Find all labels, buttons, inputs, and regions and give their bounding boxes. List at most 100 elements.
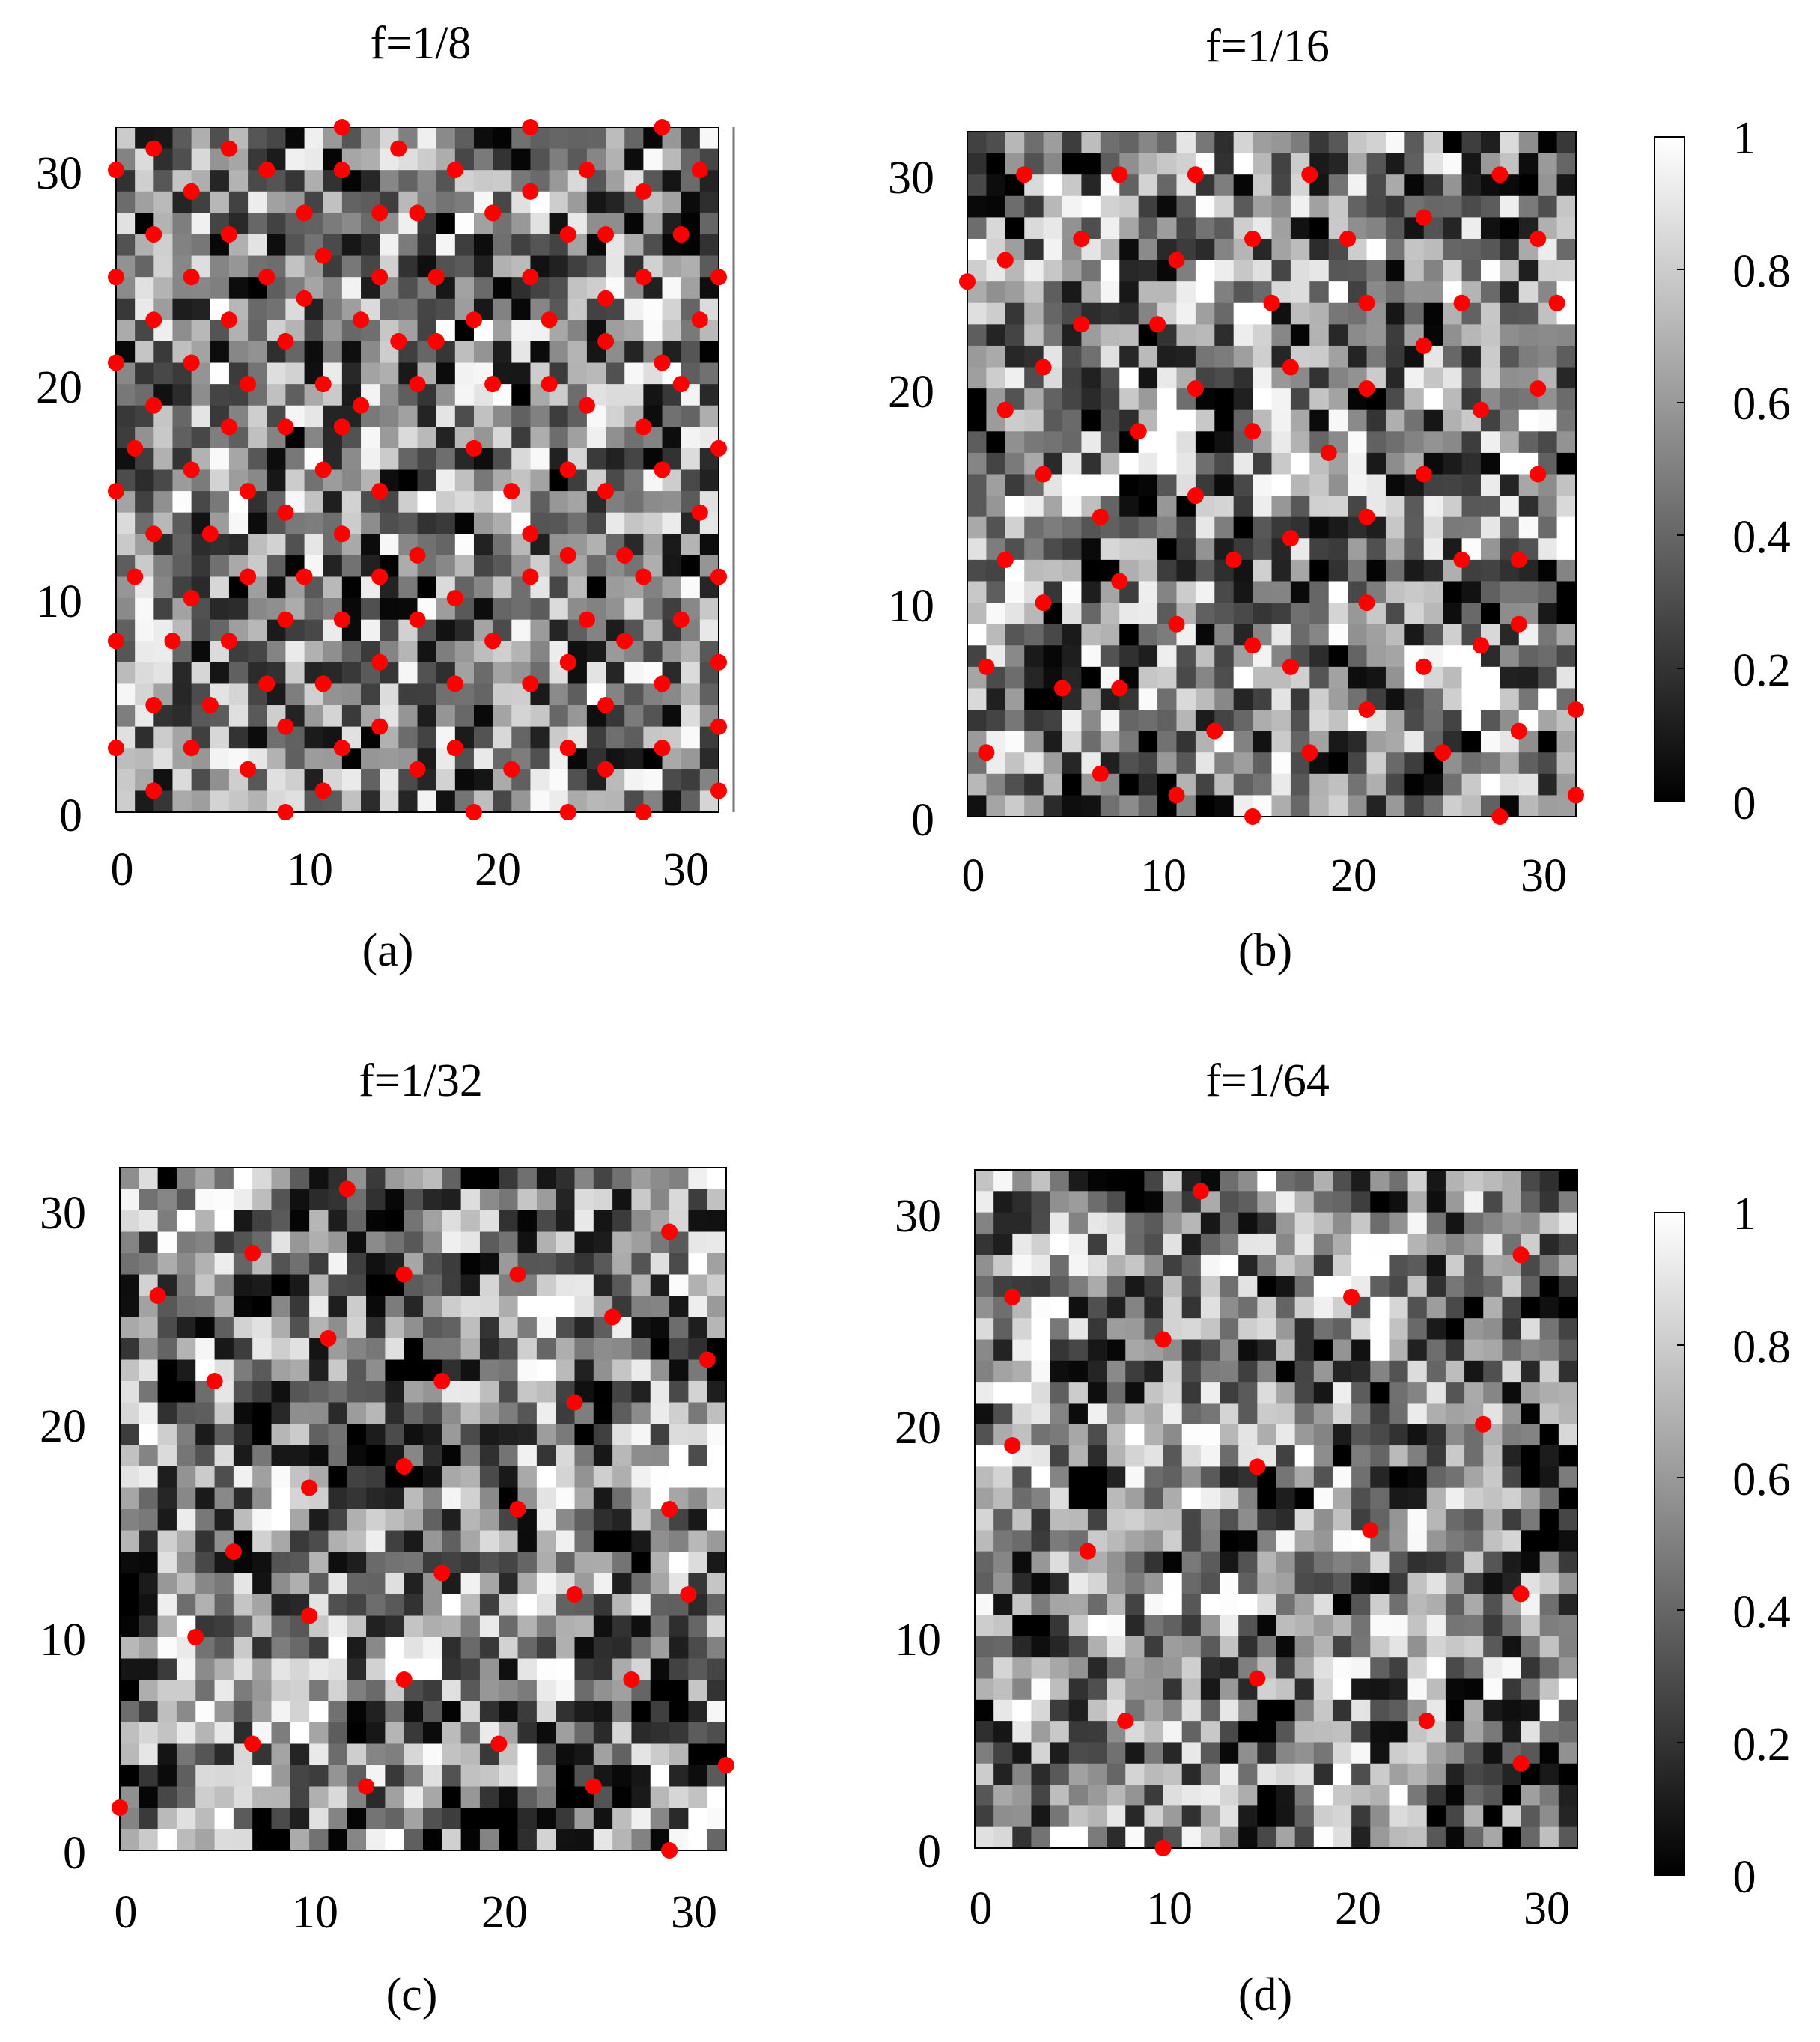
heatmap-cell xyxy=(176,1765,196,1787)
heatmap-cell xyxy=(606,148,625,171)
heatmap-cell xyxy=(1157,132,1178,154)
heatmap-cell xyxy=(612,1701,633,1723)
heatmap-cell xyxy=(593,1402,613,1424)
heatmap-cell xyxy=(1276,1466,1296,1489)
heatmap-cell xyxy=(135,491,154,513)
heatmap-cell xyxy=(536,1424,556,1446)
heatmap-cell xyxy=(1389,1657,1409,1680)
heatmap-cell xyxy=(1348,773,1368,796)
heatmap-cell xyxy=(493,427,512,449)
heatmap-cell xyxy=(157,1722,177,1745)
data-point xyxy=(1510,615,1527,633)
heatmap-cell xyxy=(1276,1763,1296,1785)
heatmap-cell xyxy=(120,1210,139,1233)
heatmap-cell xyxy=(195,1424,216,1446)
heatmap-cell xyxy=(1220,1509,1239,1531)
heatmap-cell xyxy=(1276,1360,1296,1383)
heatmap-cell xyxy=(404,1509,424,1532)
heatmap-cell xyxy=(1062,195,1083,218)
heatmap-cell xyxy=(398,641,419,663)
heatmap-cell xyxy=(567,512,588,534)
heatmap-cell xyxy=(157,1680,177,1702)
heatmap-cell xyxy=(1253,367,1273,389)
heatmap-cell xyxy=(361,448,380,471)
heatmap-cell xyxy=(1068,1742,1089,1764)
heatmap-cell xyxy=(1290,260,1310,282)
heatmap-cell xyxy=(1385,710,1405,732)
heatmap-cell xyxy=(1332,1805,1352,1828)
heatmap-cell xyxy=(1138,773,1158,796)
heatmap-cell xyxy=(214,1509,234,1532)
heatmap-cell xyxy=(1294,1360,1315,1383)
heatmap-cell xyxy=(1163,1572,1183,1594)
heatmap-cell xyxy=(612,1274,633,1296)
heatmap-cell xyxy=(1062,559,1083,582)
heatmap-cell xyxy=(210,662,230,685)
heatmap-cell xyxy=(1214,217,1235,240)
heatmap-cell xyxy=(233,1445,253,1467)
heatmap-cell xyxy=(1024,731,1044,753)
heatmap-cell xyxy=(1276,1233,1296,1255)
panel-a-ytick-20: 20 xyxy=(36,362,82,413)
heatmap-cell xyxy=(1144,1594,1164,1616)
heatmap-cell xyxy=(1100,195,1120,218)
heatmap-cell xyxy=(1043,238,1063,261)
data-point xyxy=(1092,508,1109,525)
heatmap-cell xyxy=(593,1637,613,1659)
heatmap-cell xyxy=(479,1296,499,1318)
heatmap-cell xyxy=(1081,688,1101,710)
panel-b-ytick-10: 10 xyxy=(888,581,934,632)
heatmap-cell xyxy=(1200,1233,1220,1255)
heatmap-cell xyxy=(1024,260,1044,282)
heatmap-cell xyxy=(556,1765,576,1787)
heatmap-cell xyxy=(1443,217,1463,240)
heatmap-cell xyxy=(1238,1721,1258,1743)
heatmap-cell xyxy=(157,1231,177,1254)
heatmap-cell xyxy=(1012,1699,1032,1722)
heatmap-cell xyxy=(252,1615,273,1638)
heatmap-cell xyxy=(631,1765,651,1787)
heatmap-cell xyxy=(586,448,606,471)
heatmap-cell xyxy=(1276,1276,1296,1298)
heatmap-cell xyxy=(993,1403,1013,1425)
heatmap-cell xyxy=(1483,1339,1503,1362)
heatmap-cell xyxy=(1426,1763,1446,1785)
heatmap-cell xyxy=(1043,710,1063,732)
heatmap-cell xyxy=(233,1359,253,1382)
heatmap-cell xyxy=(176,1445,196,1467)
heatmap-cell xyxy=(1220,1212,1239,1234)
heatmap-cell xyxy=(662,705,682,728)
heatmap-cell xyxy=(1500,302,1520,325)
heatmap-cell xyxy=(1087,1445,1107,1467)
heatmap-cell xyxy=(1309,195,1330,218)
heatmap-cell xyxy=(1200,1339,1220,1362)
heatmap-cell xyxy=(385,1765,405,1787)
heatmap-cell xyxy=(191,384,211,406)
heatmap-cell xyxy=(1214,431,1235,454)
heatmap-cell xyxy=(1276,1594,1296,1616)
heatmap-cell xyxy=(366,1615,386,1638)
heatmap-cell xyxy=(1404,260,1425,282)
heatmap-cell xyxy=(323,641,343,663)
heatmap-cell xyxy=(1385,496,1405,518)
heatmap-cell xyxy=(454,384,475,406)
heatmap-cell xyxy=(423,1658,442,1680)
heatmap-cell xyxy=(139,1594,159,1617)
heatmap-cell xyxy=(423,1530,442,1552)
heatmap-cell xyxy=(454,705,475,728)
heatmap-cell xyxy=(1404,281,1425,304)
heatmap-cell xyxy=(1521,1487,1541,1510)
heatmap-cell xyxy=(290,1445,310,1467)
heatmap-cell xyxy=(1220,1170,1239,1192)
heatmap-cell xyxy=(1271,710,1291,732)
heatmap-cell xyxy=(1461,496,1482,518)
heatmap-cell xyxy=(328,1722,348,1745)
data-point xyxy=(1073,316,1090,333)
data-point xyxy=(206,1373,223,1389)
heatmap-cell xyxy=(309,1573,329,1595)
heatmap-cell xyxy=(1107,1403,1126,1425)
heatmap-cell xyxy=(214,1231,234,1254)
heatmap-cell xyxy=(271,1231,291,1254)
heatmap-cell xyxy=(1313,1212,1333,1234)
colorbar-bottom-tick-0.2: 0.2 xyxy=(1732,1719,1791,1770)
